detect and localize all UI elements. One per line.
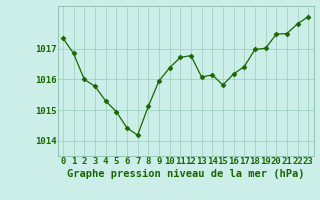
X-axis label: Graphe pression niveau de la mer (hPa): Graphe pression niveau de la mer (hPa) — [67, 169, 304, 179]
